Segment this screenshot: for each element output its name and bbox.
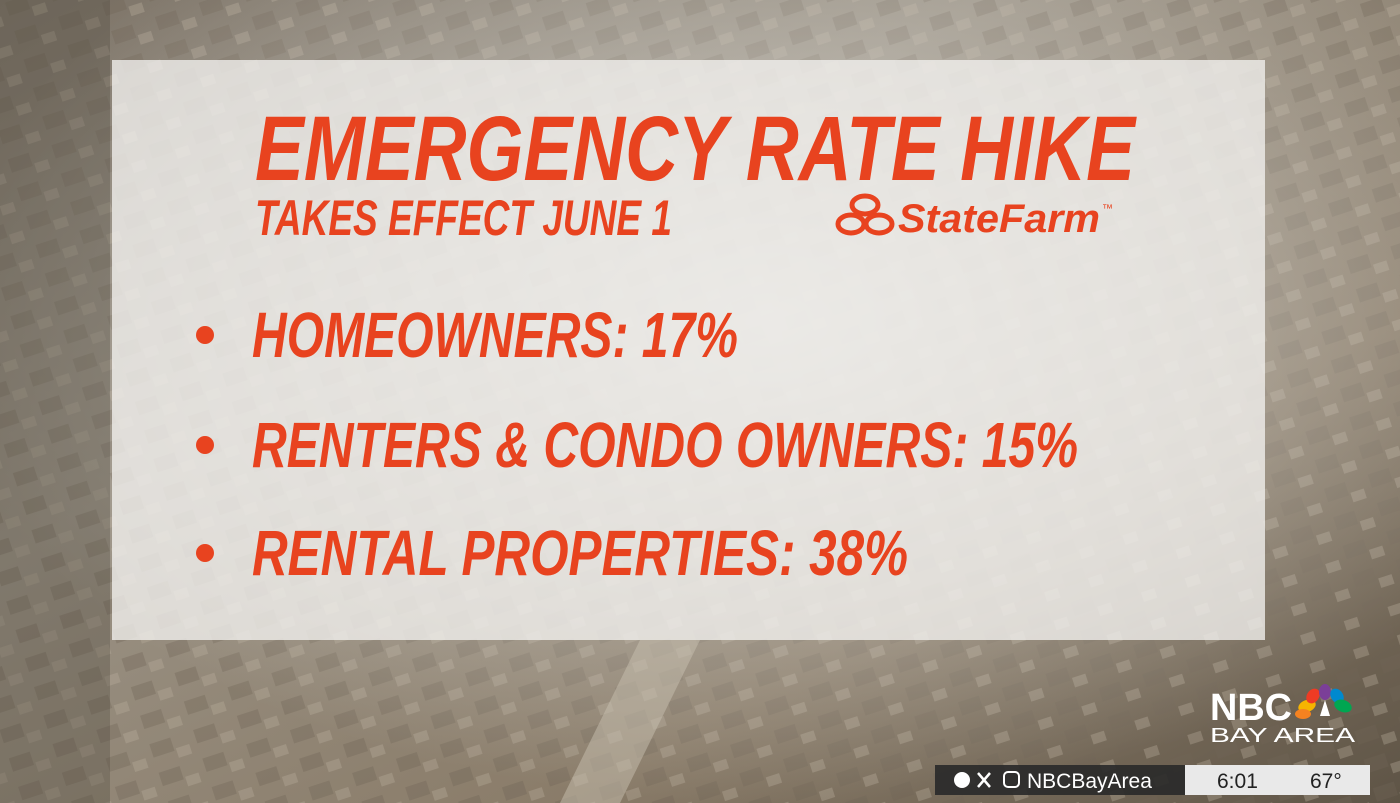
ticker-time: 6:01: [1217, 770, 1258, 793]
ticker-handle: NBCBayArea: [1027, 770, 1152, 793]
facebook-icon: [954, 772, 970, 788]
brand-logo: StateFarm ™: [835, 193, 1113, 241]
ticker-info: [1185, 765, 1370, 795]
title: EMERGENCY RATE HIKE: [255, 98, 1137, 200]
x-icon: [977, 772, 991, 788]
bullet-item: RENTAL PROPERTIES: 38%: [252, 517, 908, 589]
subtitle: TAKES EFFECT JUNE 1: [255, 190, 672, 246]
bullet-item: HOMEOWNERS: 17%: [252, 299, 738, 371]
station-region: BAY AREA: [1210, 725, 1356, 747]
station-name: NBC: [1210, 687, 1292, 729]
station-logo: NBC BAY AREA: [1210, 684, 1356, 747]
bullet-item: RENTERS & CONDO OWNERS: 15%: [252, 409, 1078, 481]
bullet: [196, 326, 214, 344]
bullet: [196, 544, 214, 562]
ticker-social: [935, 765, 1185, 795]
ticker-bar: NBCBayArea 6:01 67°: [935, 765, 1370, 795]
brand-name: StateFarm: [898, 197, 1100, 241]
brand-trademark: ™: [1102, 203, 1113, 215]
instagram-icon: [1003, 771, 1020, 788]
bullet: [196, 436, 214, 454]
peacock-icon: [1295, 684, 1352, 719]
ticker-temperature: 67°: [1310, 770, 1342, 793]
bullet-list: HOMEOWNERS: 17% RENTERS & CONDO OWNERS: 1…: [196, 299, 1078, 589]
info-panel: [112, 60, 1265, 640]
